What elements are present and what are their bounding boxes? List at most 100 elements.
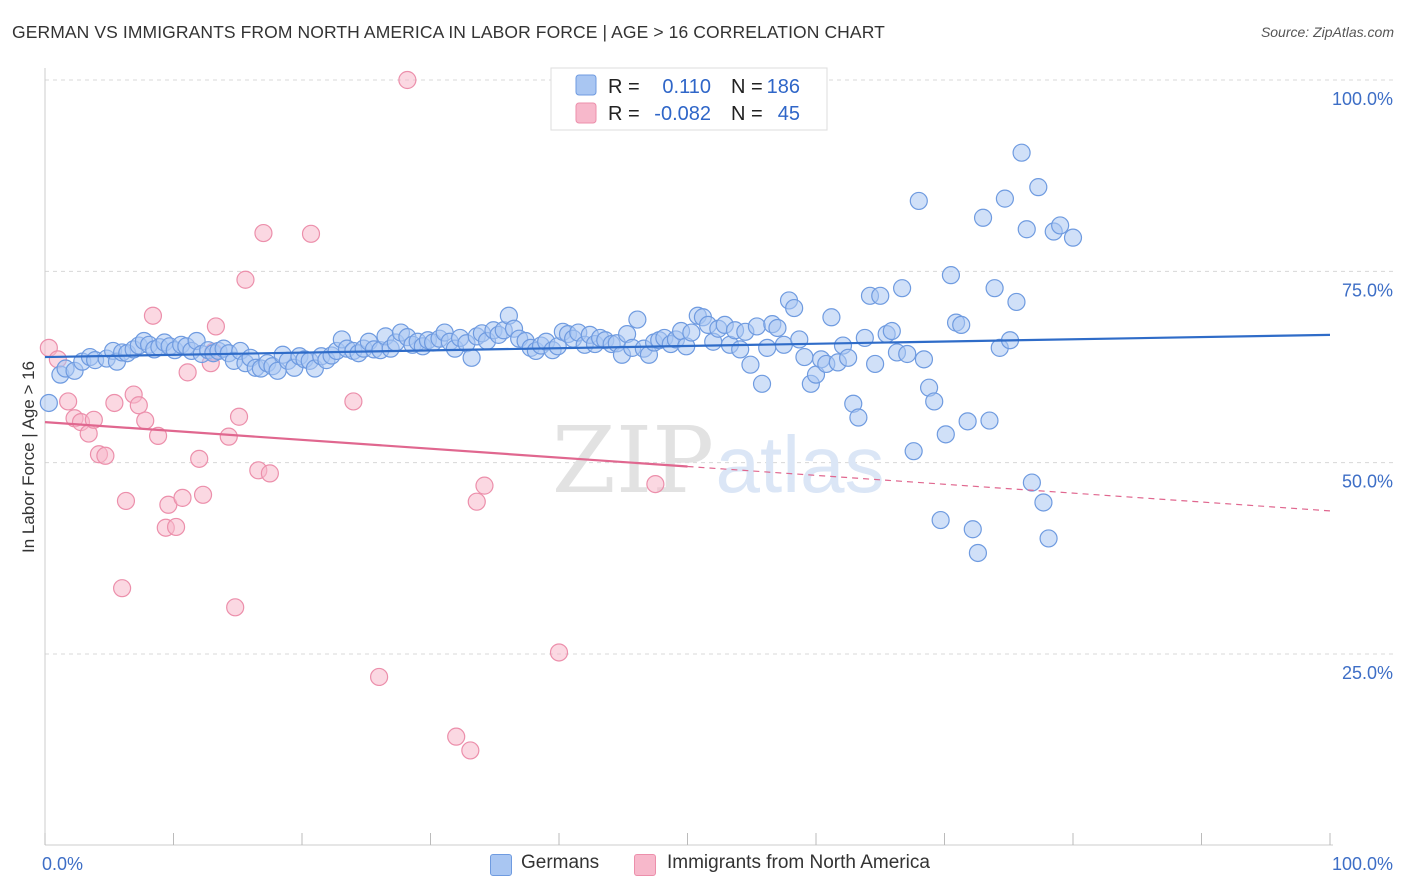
- germans-trend-line: [44, 333, 1331, 359]
- trend-lines: [44, 333, 1331, 512]
- immigrants-point: [229, 407, 249, 426]
- stats-n-label-immigrants: N =: [731, 103, 763, 125]
- y-tick-label: 100.0%: [1332, 89, 1393, 109]
- germans-point: [1012, 143, 1031, 162]
- immigrants-point: [112, 579, 132, 598]
- immigrants-point: [148, 426, 168, 445]
- immigrants-point: [260, 464, 279, 483]
- y-tick-labels: 25.0% 50.0% 75.0% 100.0%: [1332, 89, 1393, 683]
- legend-swatch-germans: [490, 854, 512, 876]
- immigrants-point: [646, 474, 665, 494]
- y-tick-label: 50.0%: [1342, 472, 1393, 492]
- y-tick-label: 75.0%: [1342, 280, 1393, 300]
- immigrants-point: [143, 306, 163, 325]
- germans-point: [898, 344, 917, 364]
- germans-point: [462, 348, 481, 367]
- germans-point: [731, 340, 750, 359]
- stats-n-label-germans: N =: [731, 76, 763, 98]
- germans-point: [958, 412, 977, 431]
- grid-lines: [45, 79, 1393, 655]
- germans-point: [849, 408, 868, 427]
- immigrants-point: [136, 411, 155, 430]
- immigrants-point: [178, 363, 197, 382]
- stats-legend-frame: [550, 67, 828, 131]
- immigrants-points: [39, 70, 674, 760]
- germans-point: [909, 191, 928, 211]
- immigrants-trend-line: [44, 421, 688, 468]
- germans-point: [785, 298, 804, 318]
- germans-point: [936, 425, 955, 444]
- immigrants-point: [301, 224, 321, 243]
- immigrants-point: [116, 491, 136, 511]
- germans-point: [1022, 473, 1041, 492]
- germans-point: [758, 338, 777, 357]
- germans-point: [1063, 228, 1083, 247]
- germans-point: [1017, 220, 1036, 239]
- germans-point: [790, 330, 809, 349]
- germans-point: [925, 392, 944, 411]
- immigrants-point: [254, 223, 273, 243]
- x-tick-label-min: 0.0%: [42, 854, 83, 874]
- germans-point: [892, 279, 912, 298]
- germans-point: [914, 350, 934, 369]
- stats-n-value-immigrants: 45: [778, 103, 800, 125]
- germans-point: [822, 308, 841, 327]
- immigrants-point: [105, 393, 124, 413]
- x-ticks: [44, 833, 1331, 845]
- immigrants-point: [344, 392, 363, 411]
- immigrants-point: [226, 598, 245, 617]
- germans-point: [1029, 178, 1048, 197]
- immigrants-point: [59, 392, 78, 411]
- germans-point: [1007, 292, 1026, 312]
- germans-point: [963, 520, 982, 539]
- germans-point: [985, 279, 1004, 298]
- immigrants-point: [219, 427, 238, 446]
- source-label: Source: ZipAtlas.com: [1260, 24, 1394, 40]
- stats-legend-box: R = 0.110 N = 186 R = -0.082 N = 45: [550, 67, 828, 131]
- germans-point: [871, 286, 890, 305]
- stats-r-label-immigrants: R =: [608, 103, 640, 125]
- immigrants-trend-extension: [687, 465, 1331, 512]
- stats-r-value-germans: 0.110: [662, 76, 711, 98]
- immigrants-point: [190, 449, 209, 468]
- series-legend: Germans Immigrants from North America: [0, 848, 1406, 880]
- immigrants-point: [370, 667, 389, 687]
- watermark-atlas: atlas: [716, 420, 885, 509]
- immigrants-point: [549, 643, 569, 662]
- immigrants-point: [84, 410, 103, 429]
- germans-point: [931, 510, 950, 530]
- germans-point: [968, 543, 988, 563]
- germans-point: [995, 189, 1014, 208]
- immigrants-point: [173, 488, 192, 507]
- germans-point: [741, 355, 760, 374]
- germans-point: [839, 348, 858, 367]
- legend-swatch-immigrants: [634, 854, 656, 876]
- stats-r-label-germans: R =: [608, 76, 640, 98]
- legend-label-immigrants: Immigrants from North America: [667, 852, 930, 873]
- germans-point: [904, 442, 923, 461]
- germans-point: [682, 323, 701, 342]
- stats-r-value-immigrants: -0.082: [654, 103, 711, 125]
- immigrants-point: [129, 396, 148, 415]
- legend-label-germans: Germans: [521, 852, 600, 873]
- germans-point: [941, 266, 961, 285]
- germans-point: [768, 318, 787, 338]
- axes: [44, 68, 1333, 846]
- immigrants-point: [96, 446, 115, 465]
- germans-point: [1039, 529, 1058, 548]
- y-tick-label: 25.0%: [1342, 663, 1393, 683]
- stats-swatch-germans: [575, 74, 597, 96]
- germans-point: [752, 374, 772, 393]
- germans-point: [628, 310, 647, 329]
- germans-point: [882, 321, 901, 341]
- germans-point: [747, 317, 766, 336]
- immigrants-point: [206, 317, 226, 336]
- germans-point: [866, 354, 885, 374]
- y-axis-label: In Labor Force | Age > 16: [19, 361, 38, 553]
- germans-point: [1051, 216, 1070, 235]
- immigrants-point: [461, 741, 480, 760]
- germans-point: [973, 208, 993, 227]
- immigrants-point: [193, 485, 213, 504]
- immigrants-point: [166, 517, 186, 537]
